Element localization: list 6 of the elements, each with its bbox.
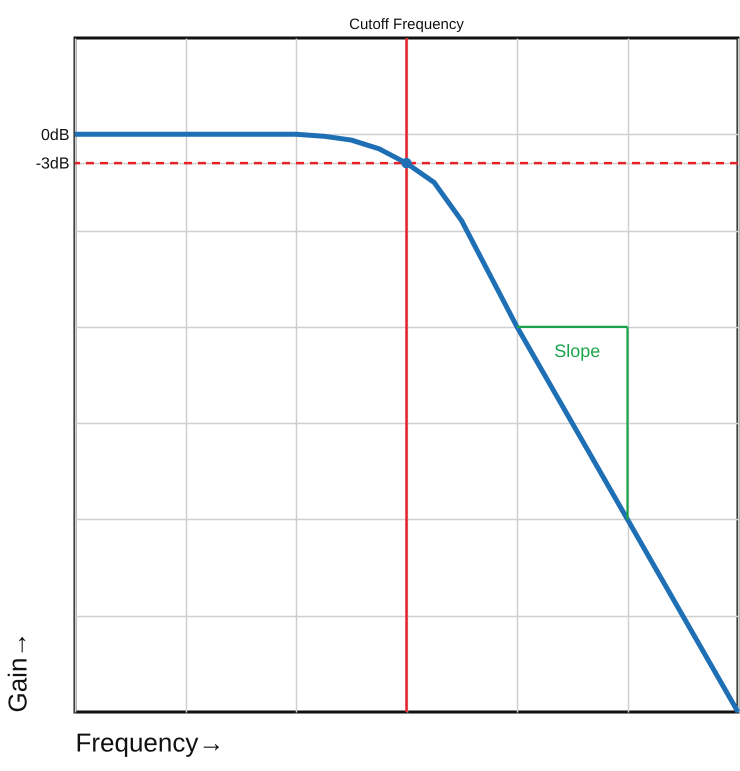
- y-tick-label: -3dB: [36, 156, 70, 173]
- text: Cutoff Frequency: [349, 16, 464, 33]
- y-axis-title: Gain→: [2, 632, 33, 712]
- y-tick-label: 0dB: [41, 126, 70, 144]
- annotation: Slope: [554, 340, 600, 361]
- x-axis-title: Frequency→: [76, 728, 224, 758]
